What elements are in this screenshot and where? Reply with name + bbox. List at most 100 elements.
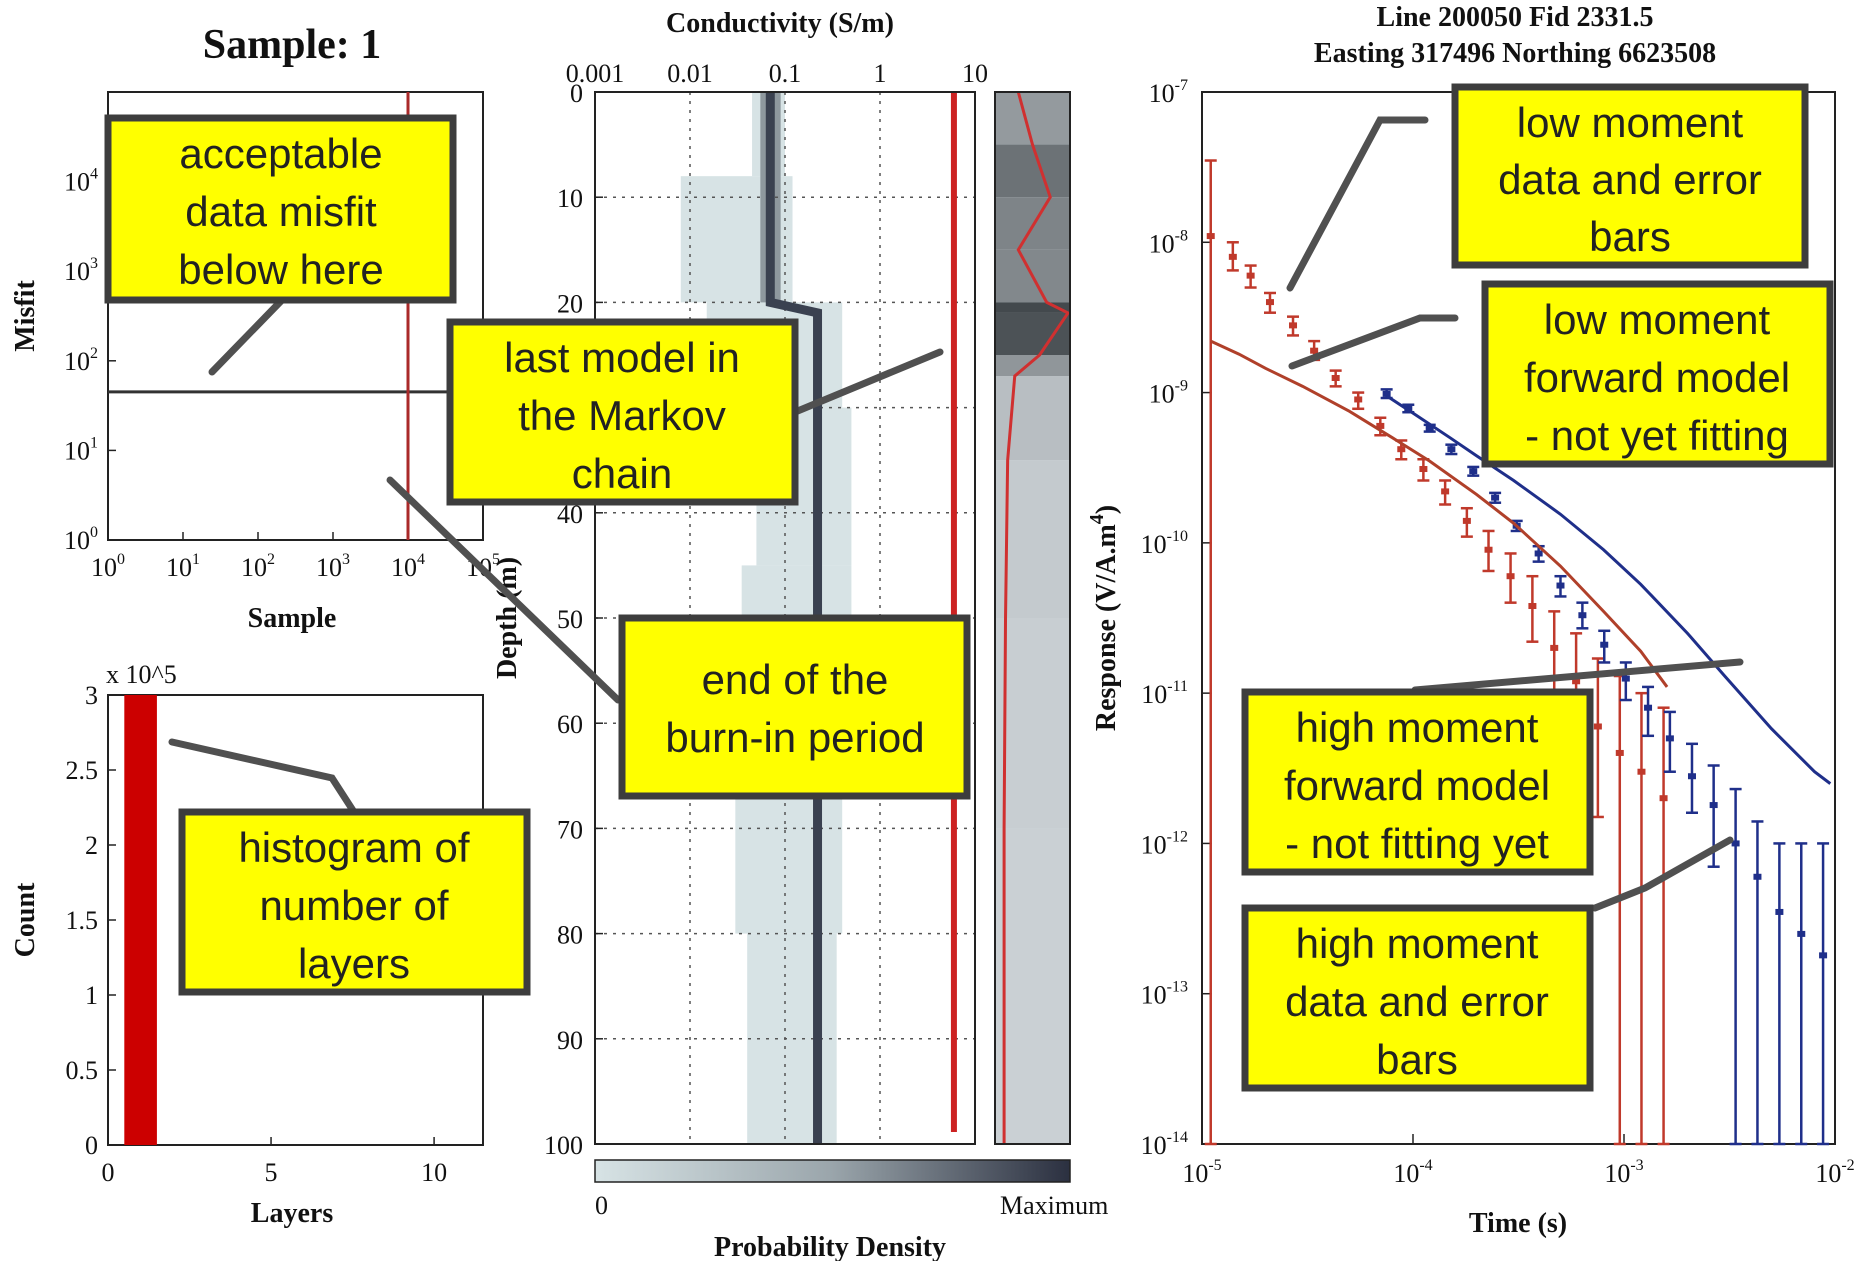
misfit-ytick-label: 101 (64, 434, 98, 465)
data-point (1578, 612, 1587, 619)
interface-band (995, 618, 1070, 829)
data-point (1484, 546, 1493, 553)
layers-panel: 0 5 10 0 0.5 1 1.5 2 2.5 3 x 10^5 Layers Count (10, 660, 484, 1229)
callout-misfit-line1: acceptable (179, 130, 382, 177)
conductivity-title: Conductivity (S/m) (666, 8, 894, 39)
leader-histogram (168, 738, 358, 816)
response-ytick-label-exp: -12 (1167, 828, 1188, 845)
data-point (1491, 494, 1500, 501)
data-point (1775, 908, 1784, 915)
response-ytick-label: 10-12 (1141, 828, 1188, 859)
response-ytick-label: 10-14 (1141, 1129, 1188, 1160)
response-ylabel: Response (V/A.m4) (1086, 505, 1122, 731)
callout-burnin: end of the burn-in period (618, 614, 971, 800)
misfit-xtick-label-base: 10 (391, 553, 417, 582)
misfit-ytick-label: 102 (64, 345, 98, 376)
leader-high-data (1591, 836, 1734, 912)
layers-ytick-label: 2 (85, 831, 98, 860)
misfit-xtick-label-exp: 4 (417, 551, 425, 568)
layers-xtick-label: 5 (265, 1158, 278, 1187)
response-panel: Line 200050 Fid 2331.5 Easting 317496 No… (1086, 2, 1855, 1239)
leader-markov (784, 348, 944, 419)
misfit-ytick-label-exp: 4 (90, 166, 98, 183)
callout-markov-line3: chain (572, 450, 672, 497)
data-point (1572, 678, 1581, 685)
response-ytick-label-exp: -8 (1175, 227, 1188, 244)
layers-multiplier: x 10^5 (106, 660, 177, 689)
callout-burnin-line2: burn-in period (665, 714, 924, 761)
data-point (1506, 573, 1515, 580)
layers-ticks: 0 5 10 0 0.5 1 1.5 2 2.5 3 (66, 681, 448, 1187)
misfit-title: Sample: 1 (203, 22, 382, 68)
data-point (1753, 873, 1762, 880)
response-ytick-label: 10-13 (1141, 979, 1188, 1010)
interface-band (995, 376, 1070, 461)
response-ytick-label: 10-11 (1141, 678, 1188, 709)
misfit-xtick-label-exp: 2 (267, 551, 275, 568)
response-ytick-label-exp: -10 (1167, 528, 1188, 545)
misfit-panel: Sample: 1 100 101 102 103 104 105100101102103… (10, 22, 500, 634)
layers-ytick-label: 0.5 (66, 1056, 99, 1085)
callout-high-data: high moment data and error bars (1241, 904, 1594, 1092)
misfit-xtick-label-base: 10 (241, 553, 267, 582)
misfit-ytick-label-base: 10 (64, 168, 90, 197)
interface-band (995, 144, 1070, 198)
response-xtick-label: 10-2 (1815, 1157, 1854, 1188)
leader-low-data (1286, 116, 1429, 292)
data-point (1419, 466, 1428, 473)
data-point (1206, 233, 1215, 240)
conductivity-xtick-label: 0.01 (667, 59, 713, 88)
response-ytick-label-base: 10 (1149, 229, 1175, 258)
callout-markov-line2: the Markov (518, 392, 726, 439)
misfit-ytick-label-exp: 3 (90, 255, 98, 272)
conductivity-xtick-label: 0.1 (769, 59, 802, 88)
data-point (1534, 550, 1543, 557)
data-point (1397, 446, 1406, 453)
data-point (1687, 773, 1696, 780)
colorbar-max: Maximum (1000, 1191, 1108, 1220)
data-point (1382, 390, 1391, 397)
misfit-ytick-label-exp: 2 (90, 345, 98, 362)
callout-burnin-line1: end of the (702, 656, 889, 703)
data-point (1289, 322, 1298, 329)
data-point (1265, 299, 1274, 306)
misfit-xtick-label-exp: 0 (117, 551, 125, 568)
data-point (1228, 253, 1237, 260)
conductivity-density-cell (747, 933, 837, 1144)
misfit-ytick-label: 104 (64, 166, 98, 197)
response-ytick-label: 10-8 (1149, 227, 1188, 258)
callout-high-data-line3: bars (1376, 1036, 1458, 1083)
layers-xtick-label: 0 (102, 1158, 115, 1187)
misfit-ytick-label-exp: 0 (90, 524, 98, 541)
layers-xlabel: Layers (251, 1198, 334, 1229)
data-point (1550, 644, 1559, 651)
callout-low-data-line3: bars (1589, 213, 1671, 260)
response-xtick-label: 10-3 (1604, 1157, 1643, 1188)
colorbar-min: 0 (595, 1191, 608, 1220)
layers-ytick-label: 3 (85, 681, 98, 710)
response-ytick-label-exp: -7 (1175, 77, 1188, 94)
response-series (1204, 159, 1832, 1146)
depth-ytick-label: 10 (557, 184, 583, 213)
colorbar-label: Probability Density (714, 1232, 946, 1261)
colorbar (594, 1159, 1071, 1183)
conductivity-xtick-label: 10 (962, 59, 988, 88)
interface-band (995, 828, 1070, 1144)
response-ytick-label: 10-10 (1141, 528, 1188, 559)
data-point (1644, 704, 1653, 711)
callout-histogram-line1: histogram of (238, 824, 469, 871)
response-ytick-label-exp: -14 (1167, 1129, 1188, 1146)
leader-lines (168, 116, 1744, 912)
misfit-ytick-label-base: 10 (64, 436, 90, 465)
callout-histogram: histogram of number of layers (178, 808, 531, 996)
interface-density-line (1002, 91, 1071, 1144)
data-point (1441, 488, 1450, 495)
data-point (1354, 396, 1363, 403)
misfit-ytick-label-base: 10 (64, 257, 90, 286)
data-point (1556, 582, 1565, 589)
data-point (1246, 272, 1255, 279)
response-xtick-label-base: 10 (1393, 1159, 1419, 1188)
data-point (1310, 347, 1319, 354)
